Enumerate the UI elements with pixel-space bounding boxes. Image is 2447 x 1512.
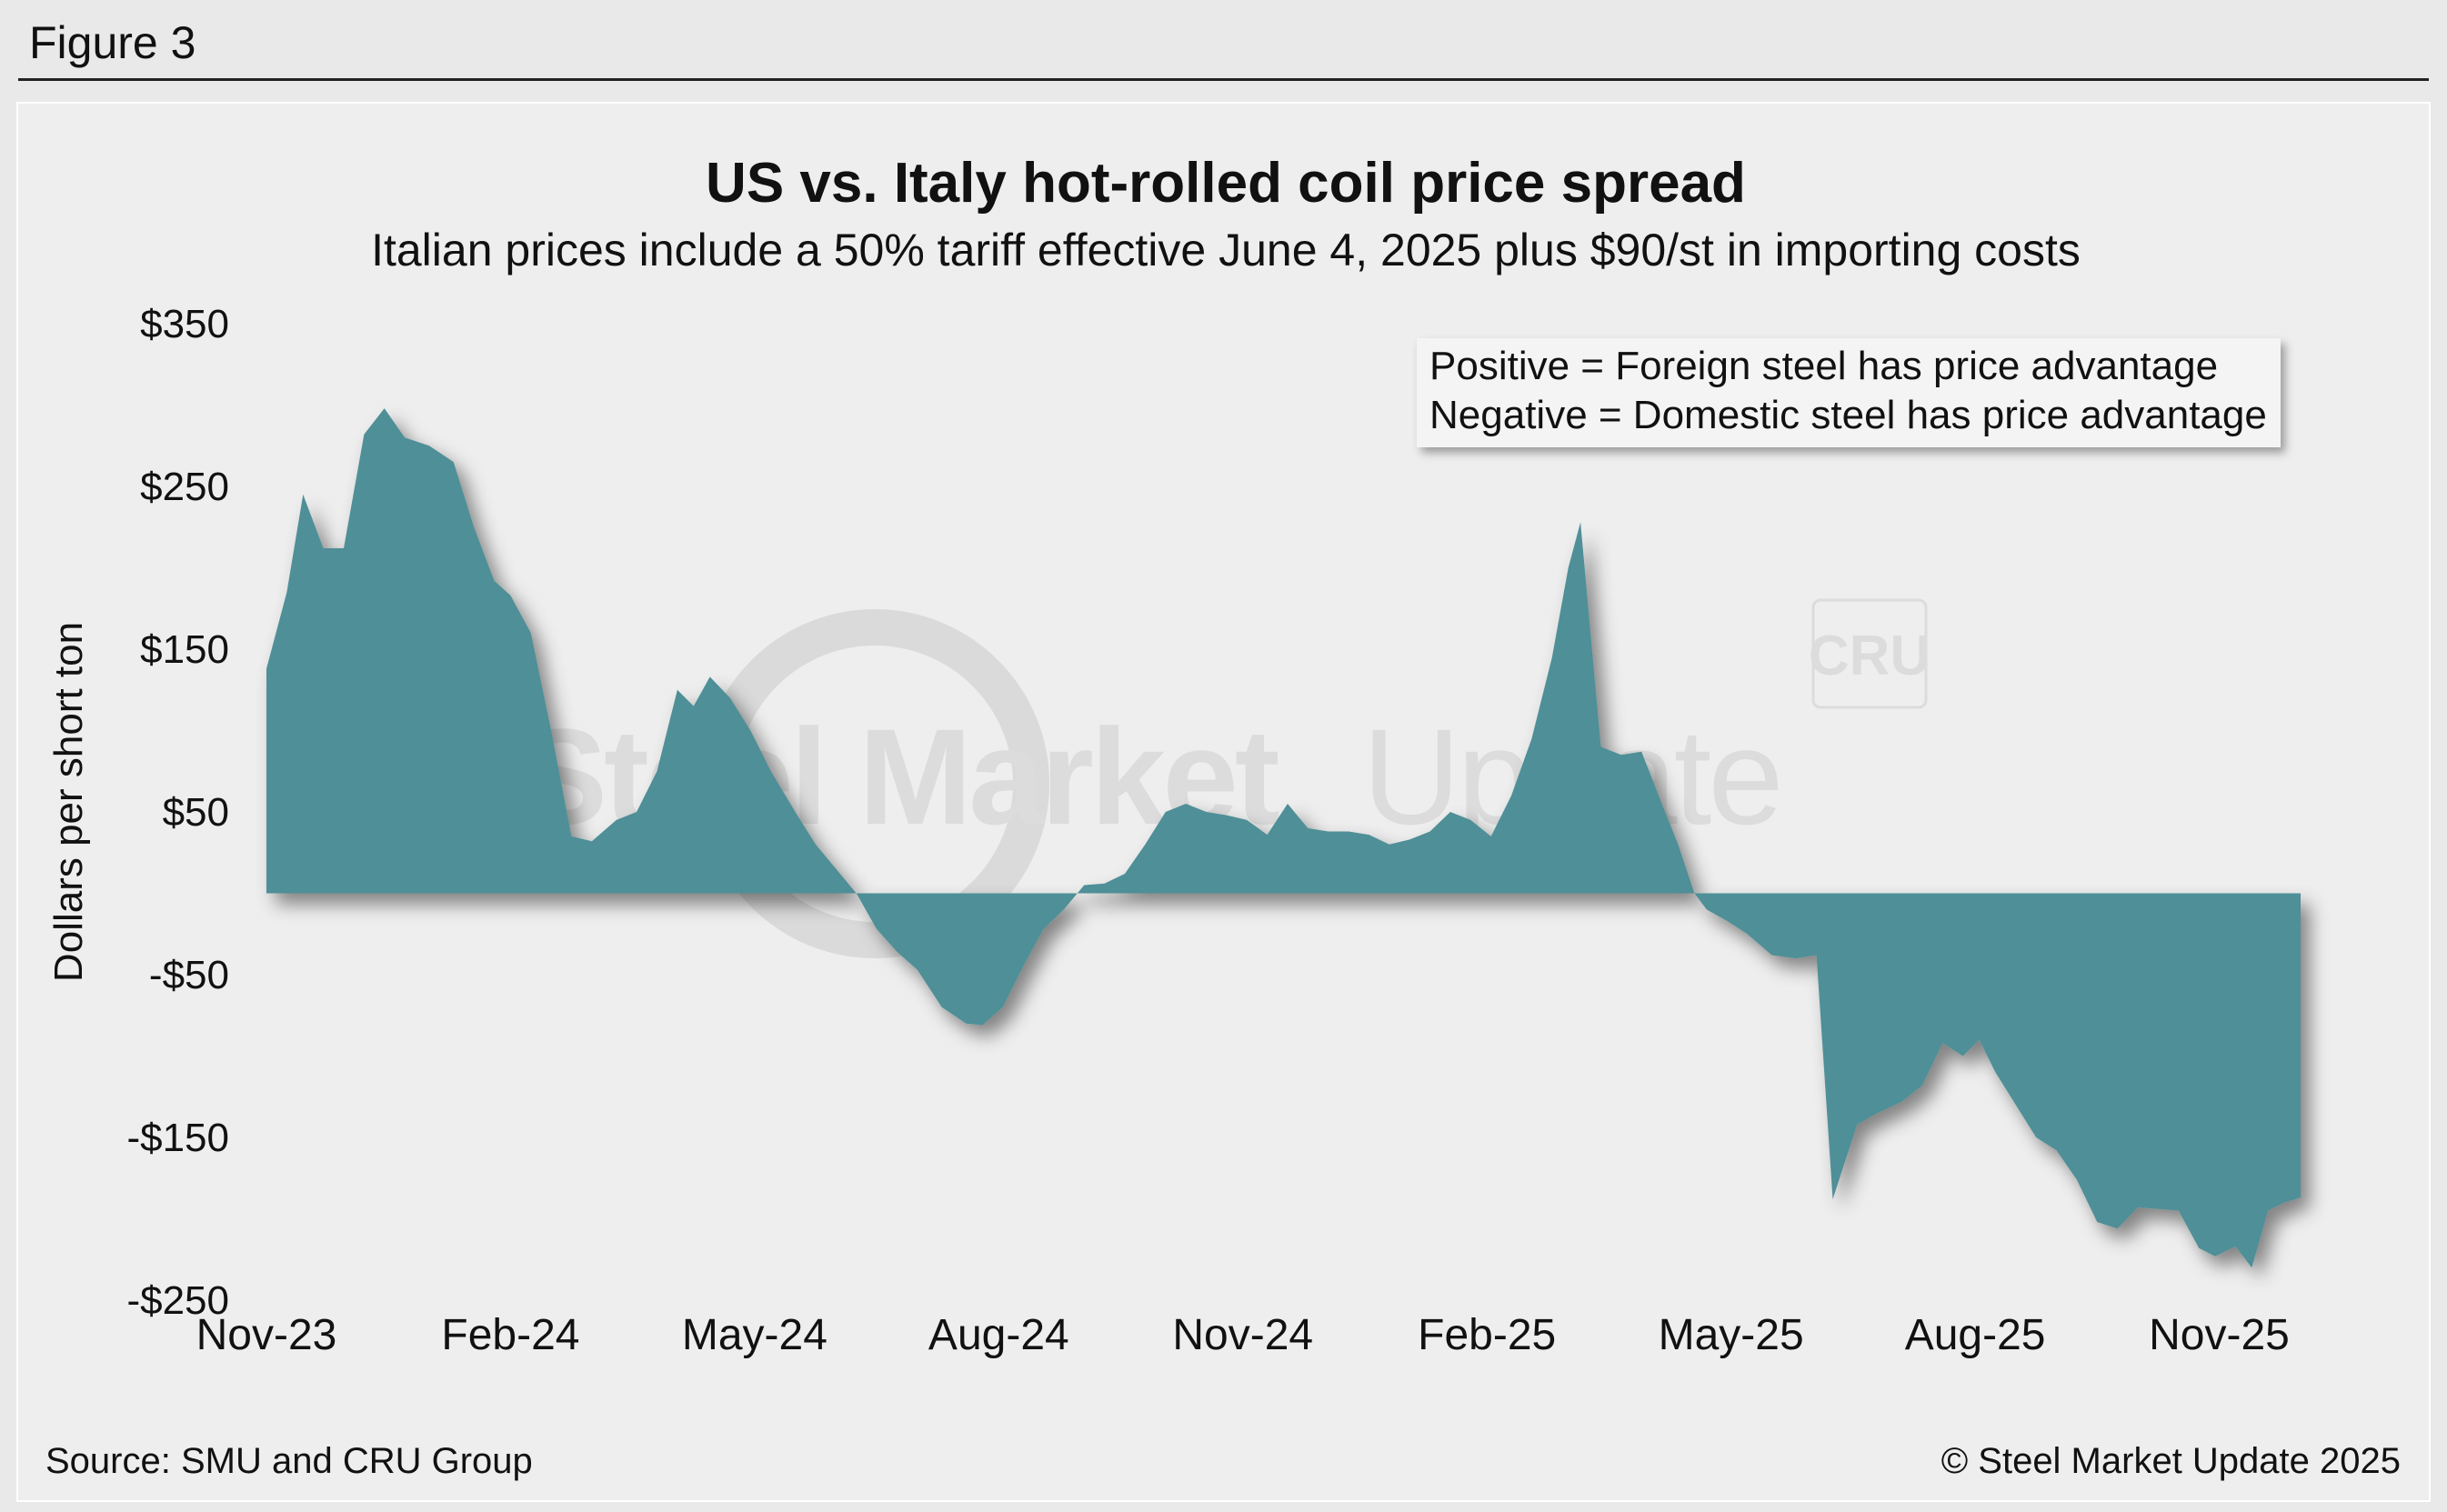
x-tick-label: Feb-25 [1418,1311,1556,1359]
x-tick-labels: Nov-23 Feb-24 May-24 Aug-24 Nov-24 Feb-25 May-… [196,1311,2290,1359]
figure-label: Figure 3 [29,17,196,68]
chart-subtitle: Italian prices include a 50% tariff effe… [371,225,2081,275]
watermark-badge-text: CRU [1809,625,1931,687]
chart-svg: US vs. Italy hot-rolled coil price sprea… [45,152,2401,1481]
chart-panel: US vs. Italy hot-rolled coil price sprea… [16,102,2431,1502]
x-tick-label: Aug-24 [928,1311,1069,1359]
y-tick-labels: $350 $250 $150 $50 -$50 -$150 -$250 [126,302,229,1323]
legend-line-positive: Positive = Foreign steel has price advan… [1429,344,2218,388]
y-tick-label: $250 [140,465,229,509]
top-rule [18,78,2429,81]
x-tick-label: Nov-25 [2149,1311,2290,1359]
y-tick-label: -$250 [126,1278,229,1323]
y-tick-label: $150 [140,627,229,672]
spread-area [266,408,2301,1268]
x-tick-label: May-25 [1659,1311,1804,1359]
watermark-badge-box [1811,598,1928,709]
y-axis-label: Dollars per short ton [46,622,91,982]
legend-box: Positive = Foreign steel has price advan… [1417,338,2281,447]
footer-source: Source: SMU and CRU Group [45,1441,533,1481]
y-tick-label: -$150 [126,1116,229,1160]
x-tick-label: Feb-24 [441,1311,579,1359]
y-tick-label: $50 [163,790,229,835]
legend-background [1417,338,2281,447]
x-tick-label: Nov-23 [196,1311,337,1359]
x-tick-label: Nov-24 [1172,1311,1313,1359]
legend-line-negative: Negative = Domestic steel has price adva… [1429,393,2267,437]
y-tick-label: $350 [140,302,229,346]
footer-copyright: © Steel Market Update 2025 [1941,1441,2401,1481]
y-tick-label: -$50 [149,953,229,997]
chart-title: US vs. Italy hot-rolled coil price sprea… [706,152,1746,215]
x-tick-label: May-24 [682,1311,827,1359]
x-tick-label: Aug-25 [1905,1311,2046,1359]
